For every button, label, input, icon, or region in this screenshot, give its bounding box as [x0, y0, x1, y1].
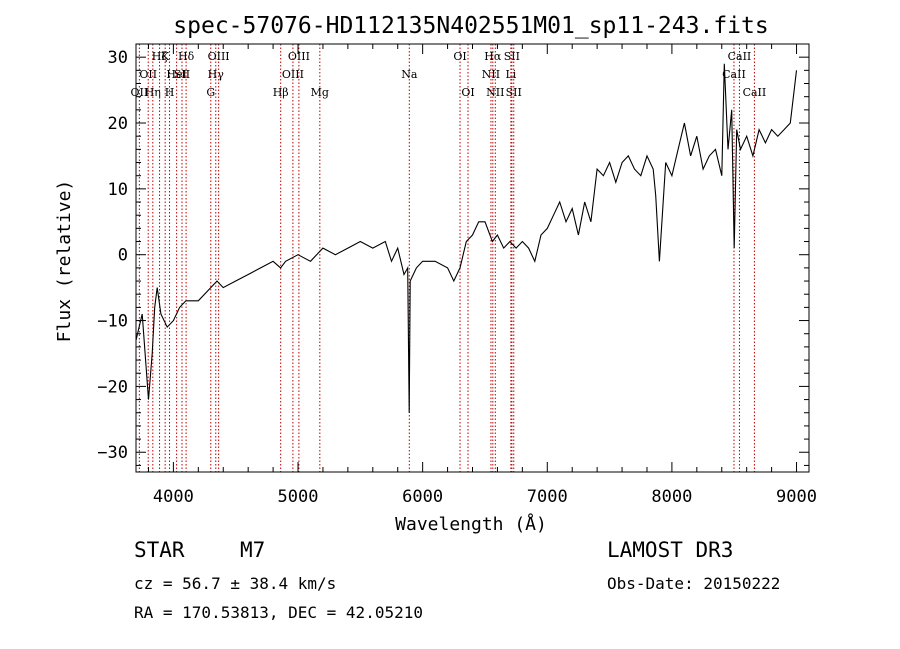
chart-title: spec-57076-HD112135N402551M01_sp11-243.f…: [173, 13, 768, 39]
x-axis-label: Wavelength (Å): [395, 513, 547, 535]
y-tick-label: 20: [108, 114, 128, 134]
line-label-11: OIII: [208, 50, 230, 63]
y-tick-label: 0: [118, 246, 128, 266]
y-axis-label: Flux (relative): [54, 180, 75, 343]
x-tick-label: 4000: [153, 487, 194, 507]
y-tick-label: 30: [108, 48, 128, 68]
coords-text: RA = 170.53813, DEC = 42.05210: [134, 603, 423, 622]
object-subclass: M7: [240, 538, 266, 562]
line-label-6: HeI: [166, 68, 186, 81]
line-label-14: OIII: [288, 50, 310, 63]
redshift-text: cz = 56.7 ± 38.4 km/s: [134, 574, 337, 593]
x-tick-label: 6000: [402, 487, 443, 507]
line-label-3: Hζ: [152, 50, 168, 63]
y-tick-label: −10: [97, 312, 128, 332]
line-label-23: SII: [504, 50, 520, 63]
line-label-26: CaII: [728, 50, 752, 63]
line-label-20: Hα: [484, 50, 502, 63]
x-tick-label: 5000: [278, 487, 319, 507]
line-label-7: SII: [174, 68, 190, 81]
line-label-10: Hγ: [208, 68, 225, 81]
line-label-15: Mg: [311, 86, 329, 99]
y-tick-label: 10: [108, 180, 128, 200]
line-label-0: OII: [131, 86, 149, 99]
x-tick-label: 8000: [651, 487, 692, 507]
x-tick-label: 9000: [776, 487, 817, 507]
line-label-19: NII: [482, 68, 500, 81]
line-label-25: CaII: [722, 68, 746, 81]
line-label-22: Li: [505, 68, 516, 81]
line-label-13: OIII: [282, 68, 304, 81]
plot-frame: [135, 43, 810, 473]
line-label-18: OI: [461, 86, 474, 99]
line-label-12: Hβ: [273, 86, 289, 99]
line-label-1: OII: [139, 68, 157, 81]
line-label-4: K: [161, 50, 170, 63]
line-label-2: Hη: [145, 86, 161, 99]
line-label-27: CaII: [743, 86, 767, 99]
survey-name: LAMOST DR3: [607, 538, 734, 562]
line-label-8: Hδ: [178, 50, 195, 63]
object-class: STAR: [134, 538, 185, 562]
line-label-9: G: [206, 86, 215, 99]
line-label-24: SII: [506, 86, 522, 99]
obs-date-text: Obs-Date: 20150222: [607, 574, 781, 593]
y-tick-label: −30: [97, 443, 128, 463]
line-label-17: OI: [453, 50, 466, 63]
line-label-16: Na: [401, 68, 418, 81]
y-tick-label: −20: [97, 377, 128, 397]
spectrum-line: [135, 63, 798, 413]
line-label-5: H: [165, 86, 175, 99]
plot-area: OIIOIIHηHζKHHeISIIHδGHγOIIIHβOIIIOIIIMgN…: [97, 43, 817, 507]
x-tick-label: 7000: [527, 487, 568, 507]
line-label-21: NII: [486, 86, 504, 99]
